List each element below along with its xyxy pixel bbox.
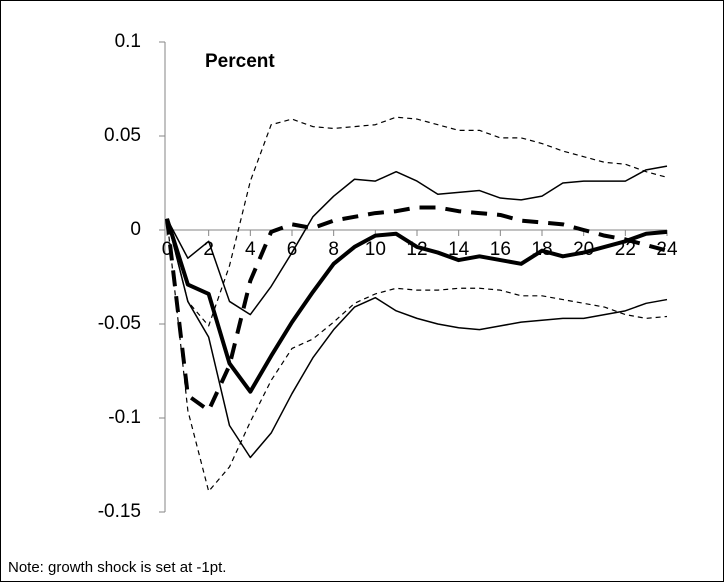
x-tick-label: 16 (490, 239, 511, 260)
x-tick-label: 10 (365, 239, 386, 260)
annotation: Percent (205, 51, 275, 72)
y-tick-label: 0 (130, 219, 141, 240)
series-line (166, 218, 668, 492)
series-line (166, 218, 668, 459)
x-tick-label: 6 (287, 239, 298, 260)
note: Note: growth shock is set at -1pt. (8, 559, 226, 576)
x-tick-label: 14 (448, 239, 470, 260)
series-line (165, 218, 668, 394)
series-line (166, 116, 668, 327)
y-tick-label: -0.15 (98, 501, 141, 522)
y-tick-label: 0.05 (104, 125, 141, 146)
x-tick-label: 2 (203, 239, 214, 260)
series-line (165, 205, 668, 413)
x-tick-label: 8 (328, 239, 339, 260)
y-tick-label: -0.1 (108, 407, 141, 428)
y-tick-label: -0.05 (98, 313, 141, 334)
x-tick-label: 4 (245, 239, 256, 260)
x-tick-label: 24 (656, 239, 678, 260)
x-tick-label: 0 (162, 239, 173, 260)
series-line (166, 165, 668, 316)
y-tick-label: 0.1 (115, 31, 141, 52)
